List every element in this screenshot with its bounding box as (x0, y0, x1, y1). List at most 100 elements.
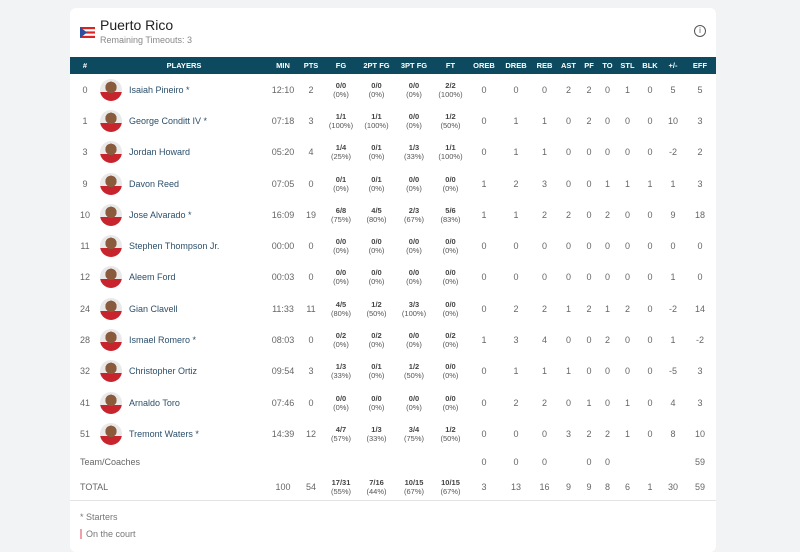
table-row: 10 Jose Alvarado * 16:09 19 6/8 (75%) 4/5 (80%)… (70, 199, 716, 230)
player-cell: Arnaldo Toro (100, 387, 268, 418)
made-attempted: 0/0 (335, 268, 347, 278)
percentage: (67%) (403, 486, 424, 496)
stat-cell: 0 (624, 366, 630, 377)
column-header[interactable]: +/- (668, 61, 678, 70)
column-header[interactable]: OREB (473, 61, 495, 70)
stat-cell: 0 (481, 147, 487, 158)
fg-cell: 1/4 (25%) (324, 137, 358, 168)
made-attempted: 0/0 (371, 80, 382, 90)
stat-cell: 2 (697, 147, 703, 158)
stat-cell: 0 (604, 456, 610, 467)
percentage: (0%) (368, 340, 385, 350)
column-header[interactable]: PTS (303, 61, 319, 70)
stat-cell: 0 (586, 335, 592, 346)
column-header[interactable]: STL (620, 61, 635, 70)
column-header[interactable]: 3PT FG (400, 61, 428, 70)
percentage: (50%) (440, 120, 461, 130)
stat-cell: 13 (510, 481, 521, 492)
stat-cell: 0 (513, 272, 519, 283)
column-header[interactable]: DREB (505, 61, 527, 70)
player-name-link[interactable]: Arnaldo Toro (129, 397, 180, 408)
made-attempted: 0/2 (445, 331, 456, 341)
stat-cell: 3 (697, 366, 703, 377)
percentage: (100%) (438, 89, 463, 99)
column-header[interactable]: REB (536, 61, 553, 70)
fg3-cell: 0/0 (0%) (395, 230, 433, 261)
percentage: (50%) (440, 433, 461, 443)
stat-cell: 0 (647, 303, 653, 314)
stat-cell: 18 (694, 209, 705, 220)
made-attempted: 1/2 (408, 362, 420, 372)
made-attempted: 0/0 (445, 393, 456, 403)
player-avatar (100, 422, 122, 445)
stat-cell: 0 (565, 178, 571, 189)
player-name-link[interactable]: Isaiah Pineiro * (129, 84, 190, 95)
stat-cell: 0 (565, 335, 571, 346)
column-header[interactable]: # (82, 61, 88, 70)
stat-cell: 0 (647, 147, 653, 158)
column-header[interactable]: TO (602, 61, 613, 70)
fg-cell: 4/7 (57%) (324, 418, 358, 449)
stat-cell: 0 (647, 115, 653, 126)
stat-cell: 0 (565, 272, 571, 283)
team-header: Puerto Rico Remaining Timeouts: 3 i (70, 8, 716, 57)
info-icon[interactable]: i (694, 25, 706, 37)
minutes: 05:20 (271, 147, 295, 158)
stat-cell: 0 (624, 335, 630, 346)
stat-cell: 1 (624, 428, 630, 439)
made-attempted: 2/3 (408, 205, 420, 215)
column-header[interactable]: EFF (692, 61, 708, 70)
made-attempted: 2/2 (445, 80, 456, 90)
column-header[interactable]: AST (561, 61, 576, 70)
made-attempted: 0/0 (408, 111, 420, 121)
player-name-link[interactable]: Tremont Waters * (129, 428, 199, 439)
table-row: 1 George Conditt IV * 07:18 3 1/1 (100%) 1/1 (1… (70, 105, 716, 136)
column-header[interactable]: 2PT FG (363, 61, 390, 70)
stat-cell: 2 (604, 428, 610, 439)
table-header: # PLAYERS MIN PTS FG 2PT FG 3PT FG FT OREB DREB RE… (70, 57, 716, 74)
jersey-number: 51 (79, 428, 90, 439)
stat-cell: 1 (541, 115, 547, 126)
column-header[interactable]: BLK (642, 61, 658, 70)
player-name-link[interactable]: Christopher Ortiz (129, 366, 198, 377)
player-name-link[interactable]: Aleem Ford (129, 272, 176, 283)
column-header[interactable]: MIN (276, 61, 290, 70)
stat-cell: 0 (697, 272, 703, 283)
stat-cell: 2 (565, 84, 571, 95)
percentage: (33%) (366, 433, 387, 443)
fg2-cell: 7/16 (44%) (358, 474, 395, 500)
column-header[interactable]: FT (445, 61, 456, 70)
stat-cell: 0 (481, 366, 487, 377)
player-name-link[interactable]: Jordan Howard (129, 147, 191, 158)
table-row: 28 Ismael Romero * 08:03 0 0/2 (0%) 0/2 (0%) 0/0… (70, 324, 716, 355)
percentage: (0%) (333, 246, 349, 256)
player-name-link[interactable]: Jose Alvarado * (129, 209, 192, 220)
stat-cell: 0 (513, 428, 519, 439)
stat-cell: 1 (670, 178, 676, 189)
stat-cell: 1 (513, 115, 519, 126)
team-coaches-row: Team/Coaches 0 0 0 0 0 59 (70, 450, 716, 474)
player-name-link[interactable]: Ismael Romero * (129, 335, 197, 346)
fg2-cell: 0/2 (0%) (358, 324, 395, 355)
percentage: (0%) (442, 308, 459, 318)
team-name: Puerto Rico (100, 17, 174, 33)
player-name-link[interactable]: Gian Clavell (129, 303, 178, 314)
stat-cell: 2 (586, 84, 592, 95)
player-avatar (100, 360, 122, 383)
player-name-link[interactable]: Stephen Thompson Jr. (129, 241, 220, 252)
percentage: (100%) (401, 308, 427, 318)
made-attempted: 0/1 (371, 174, 382, 184)
made-attempted: 0/1 (371, 362, 382, 372)
fg-cell: 1/3 (33%) (324, 356, 358, 387)
stat-cell: 0 (647, 366, 653, 377)
minutes: 07:05 (271, 178, 295, 189)
player-name-link[interactable]: Davon Reed (129, 178, 180, 189)
stat-cell (638, 450, 662, 474)
percentage: (0%) (406, 277, 422, 287)
stat-cell: 0 (586, 209, 592, 220)
player-name-link[interactable]: George Conditt IV * (129, 115, 208, 126)
column-header[interactable]: PF (584, 61, 594, 70)
column-header[interactable]: PLAYERS (166, 61, 202, 70)
minutes: 00:00 (271, 241, 295, 252)
column-header[interactable]: FG (335, 61, 347, 70)
